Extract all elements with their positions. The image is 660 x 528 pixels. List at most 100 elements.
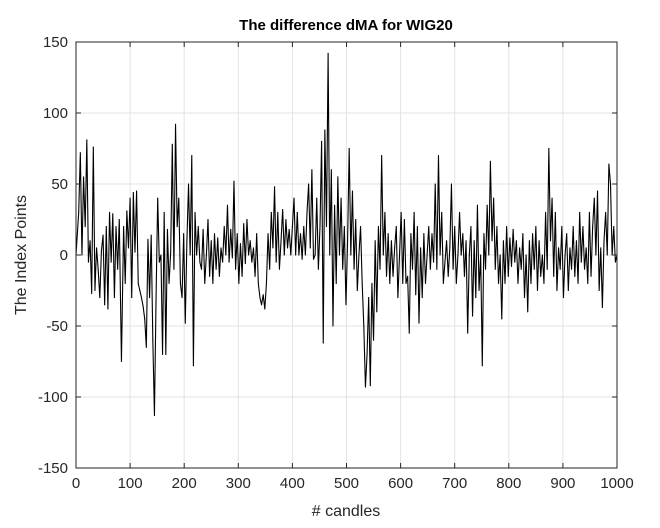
- data-point: [86, 139, 88, 141]
- data-point: [585, 247, 587, 249]
- data-point: [340, 197, 342, 199]
- data-point: [374, 240, 376, 242]
- data-point: [373, 339, 375, 341]
- data-point: [530, 282, 532, 284]
- data-point: [322, 342, 324, 344]
- data-point: [306, 211, 308, 213]
- y-tick-labels: -150 -100 -50 0 50 100 150: [38, 34, 68, 477]
- plot-area: [75, 52, 618, 417]
- data-point: [532, 233, 534, 235]
- data-point: [364, 386, 366, 388]
- data-point: [129, 197, 131, 199]
- data-point: [243, 223, 245, 225]
- data-point: [535, 226, 537, 228]
- data-point: [209, 275, 211, 277]
- data-point: [278, 268, 280, 270]
- data-point: [382, 254, 384, 256]
- data-point: [571, 268, 573, 270]
- data-point: [301, 258, 303, 260]
- data-point: [598, 290, 600, 291]
- data-point: [149, 297, 151, 299]
- data-point: [144, 318, 146, 320]
- data-point: [498, 282, 500, 284]
- data-point: [327, 52, 329, 54]
- x-tick-label: 400: [280, 475, 305, 492]
- data-point: [588, 211, 590, 213]
- data-point: [397, 297, 399, 299]
- data-point: [564, 254, 566, 256]
- data-point: [575, 240, 577, 242]
- data-point: [175, 123, 177, 125]
- data-point: [314, 254, 316, 256]
- data-point: [317, 268, 319, 270]
- data-point: [342, 268, 344, 270]
- data-point: [408, 332, 410, 334]
- data-point: [454, 226, 456, 228]
- data-point: [449, 247, 451, 249]
- x-tick-label: 700: [442, 475, 467, 492]
- data-point: [147, 238, 149, 240]
- data-point: [313, 258, 314, 260]
- data-point: [100, 250, 102, 252]
- data-point: [386, 275, 388, 277]
- data-point: [580, 261, 582, 263]
- data-point: [256, 233, 258, 235]
- data-point: [287, 247, 289, 249]
- data-point: [493, 197, 495, 199]
- data-point: [132, 192, 134, 194]
- data-point: [334, 204, 336, 206]
- data-point: [265, 282, 267, 284]
- data-point: [447, 275, 449, 277]
- data-point: [415, 294, 417, 296]
- data-point: [610, 183, 612, 185]
- data-point: [118, 219, 120, 220]
- data-point: [158, 261, 160, 263]
- data-point: [480, 254, 482, 256]
- data-point: [165, 353, 167, 355]
- data-point: [426, 254, 428, 256]
- data-point: [295, 254, 297, 256]
- data-point: [590, 275, 592, 277]
- data-point: [460, 254, 462, 256]
- data-point: [248, 254, 250, 256]
- data-point: [231, 257, 233, 259]
- data-point: [163, 211, 165, 213]
- data-point: [110, 261, 112, 263]
- data-point: [186, 240, 188, 242]
- data-point: [337, 176, 339, 178]
- data-point: [296, 211, 298, 213]
- data-point: [428, 226, 430, 228]
- data-point: [134, 251, 136, 253]
- data-point: [613, 226, 615, 228]
- data-point: [225, 254, 227, 256]
- data-point: [170, 251, 172, 253]
- x-tick-label: 100: [118, 475, 143, 492]
- data-point: [285, 219, 287, 220]
- data-point: [355, 219, 357, 220]
- data-point: [173, 268, 175, 270]
- x-tick-label: 1000: [600, 475, 633, 492]
- data-point: [559, 268, 561, 270]
- data-point: [368, 297, 370, 299]
- data-point: [189, 254, 191, 256]
- data-point: [192, 365, 194, 367]
- data-point: [171, 143, 173, 145]
- data-point: [402, 282, 404, 284]
- data-point: [437, 155, 439, 157]
- data-point: [587, 282, 589, 284]
- data-point: [126, 210, 128, 212]
- data-point: [228, 261, 230, 263]
- data-point: [283, 254, 285, 256]
- y-tick-label: -100: [38, 389, 68, 406]
- data-point: [592, 226, 594, 228]
- data-point: [272, 247, 274, 249]
- data-point: [520, 268, 522, 270]
- data-point: [441, 211, 443, 213]
- data-point: [608, 163, 610, 165]
- data-point: [399, 254, 401, 256]
- data-point: [601, 307, 603, 309]
- data-point: [548, 148, 550, 149]
- data-point: [584, 268, 586, 270]
- data-point: [96, 247, 98, 249]
- data-point: [379, 268, 381, 270]
